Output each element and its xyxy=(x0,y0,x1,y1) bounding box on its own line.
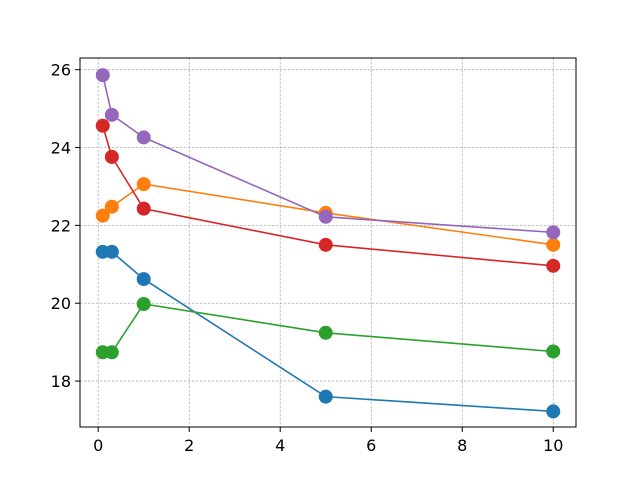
x-tick-label: 2 xyxy=(184,436,194,455)
data-point xyxy=(546,404,561,419)
data-point xyxy=(136,201,151,216)
series-3 xyxy=(95,118,561,273)
data-point xyxy=(95,208,110,223)
data-point xyxy=(546,258,561,273)
series-2 xyxy=(95,297,561,360)
data-point xyxy=(104,345,119,360)
data-point xyxy=(318,209,333,224)
data-point xyxy=(318,325,333,340)
data-point xyxy=(104,149,119,164)
data-point xyxy=(546,225,561,240)
y-tick-label: 26 xyxy=(51,61,71,80)
data-point xyxy=(546,344,561,359)
data-point xyxy=(95,118,110,133)
data-point xyxy=(95,68,110,83)
data-point xyxy=(104,199,119,214)
y-tick-label: 24 xyxy=(51,139,71,158)
x-tick-label: 6 xyxy=(366,436,376,455)
x-tick-label: 4 xyxy=(275,436,285,455)
series-layer xyxy=(95,68,561,419)
data-point xyxy=(318,389,333,404)
x-tick-label: 0 xyxy=(93,436,103,455)
series-4 xyxy=(95,68,561,240)
data-point xyxy=(136,177,151,192)
data-point xyxy=(318,237,333,252)
x-tick-label: 8 xyxy=(457,436,467,455)
plot-area-frame xyxy=(79,57,577,428)
data-point xyxy=(104,244,119,259)
data-point xyxy=(546,237,561,252)
y-tick-label: 18 xyxy=(51,372,71,391)
y-tick-label: 20 xyxy=(51,294,71,313)
data-point xyxy=(104,107,119,122)
data-point xyxy=(136,297,151,311)
grid xyxy=(80,58,576,427)
y-tick-label: 22 xyxy=(51,216,71,235)
x-tick-label: 10 xyxy=(543,436,563,455)
series-0 xyxy=(95,244,561,419)
data-point xyxy=(136,130,151,145)
data-point xyxy=(136,272,151,287)
